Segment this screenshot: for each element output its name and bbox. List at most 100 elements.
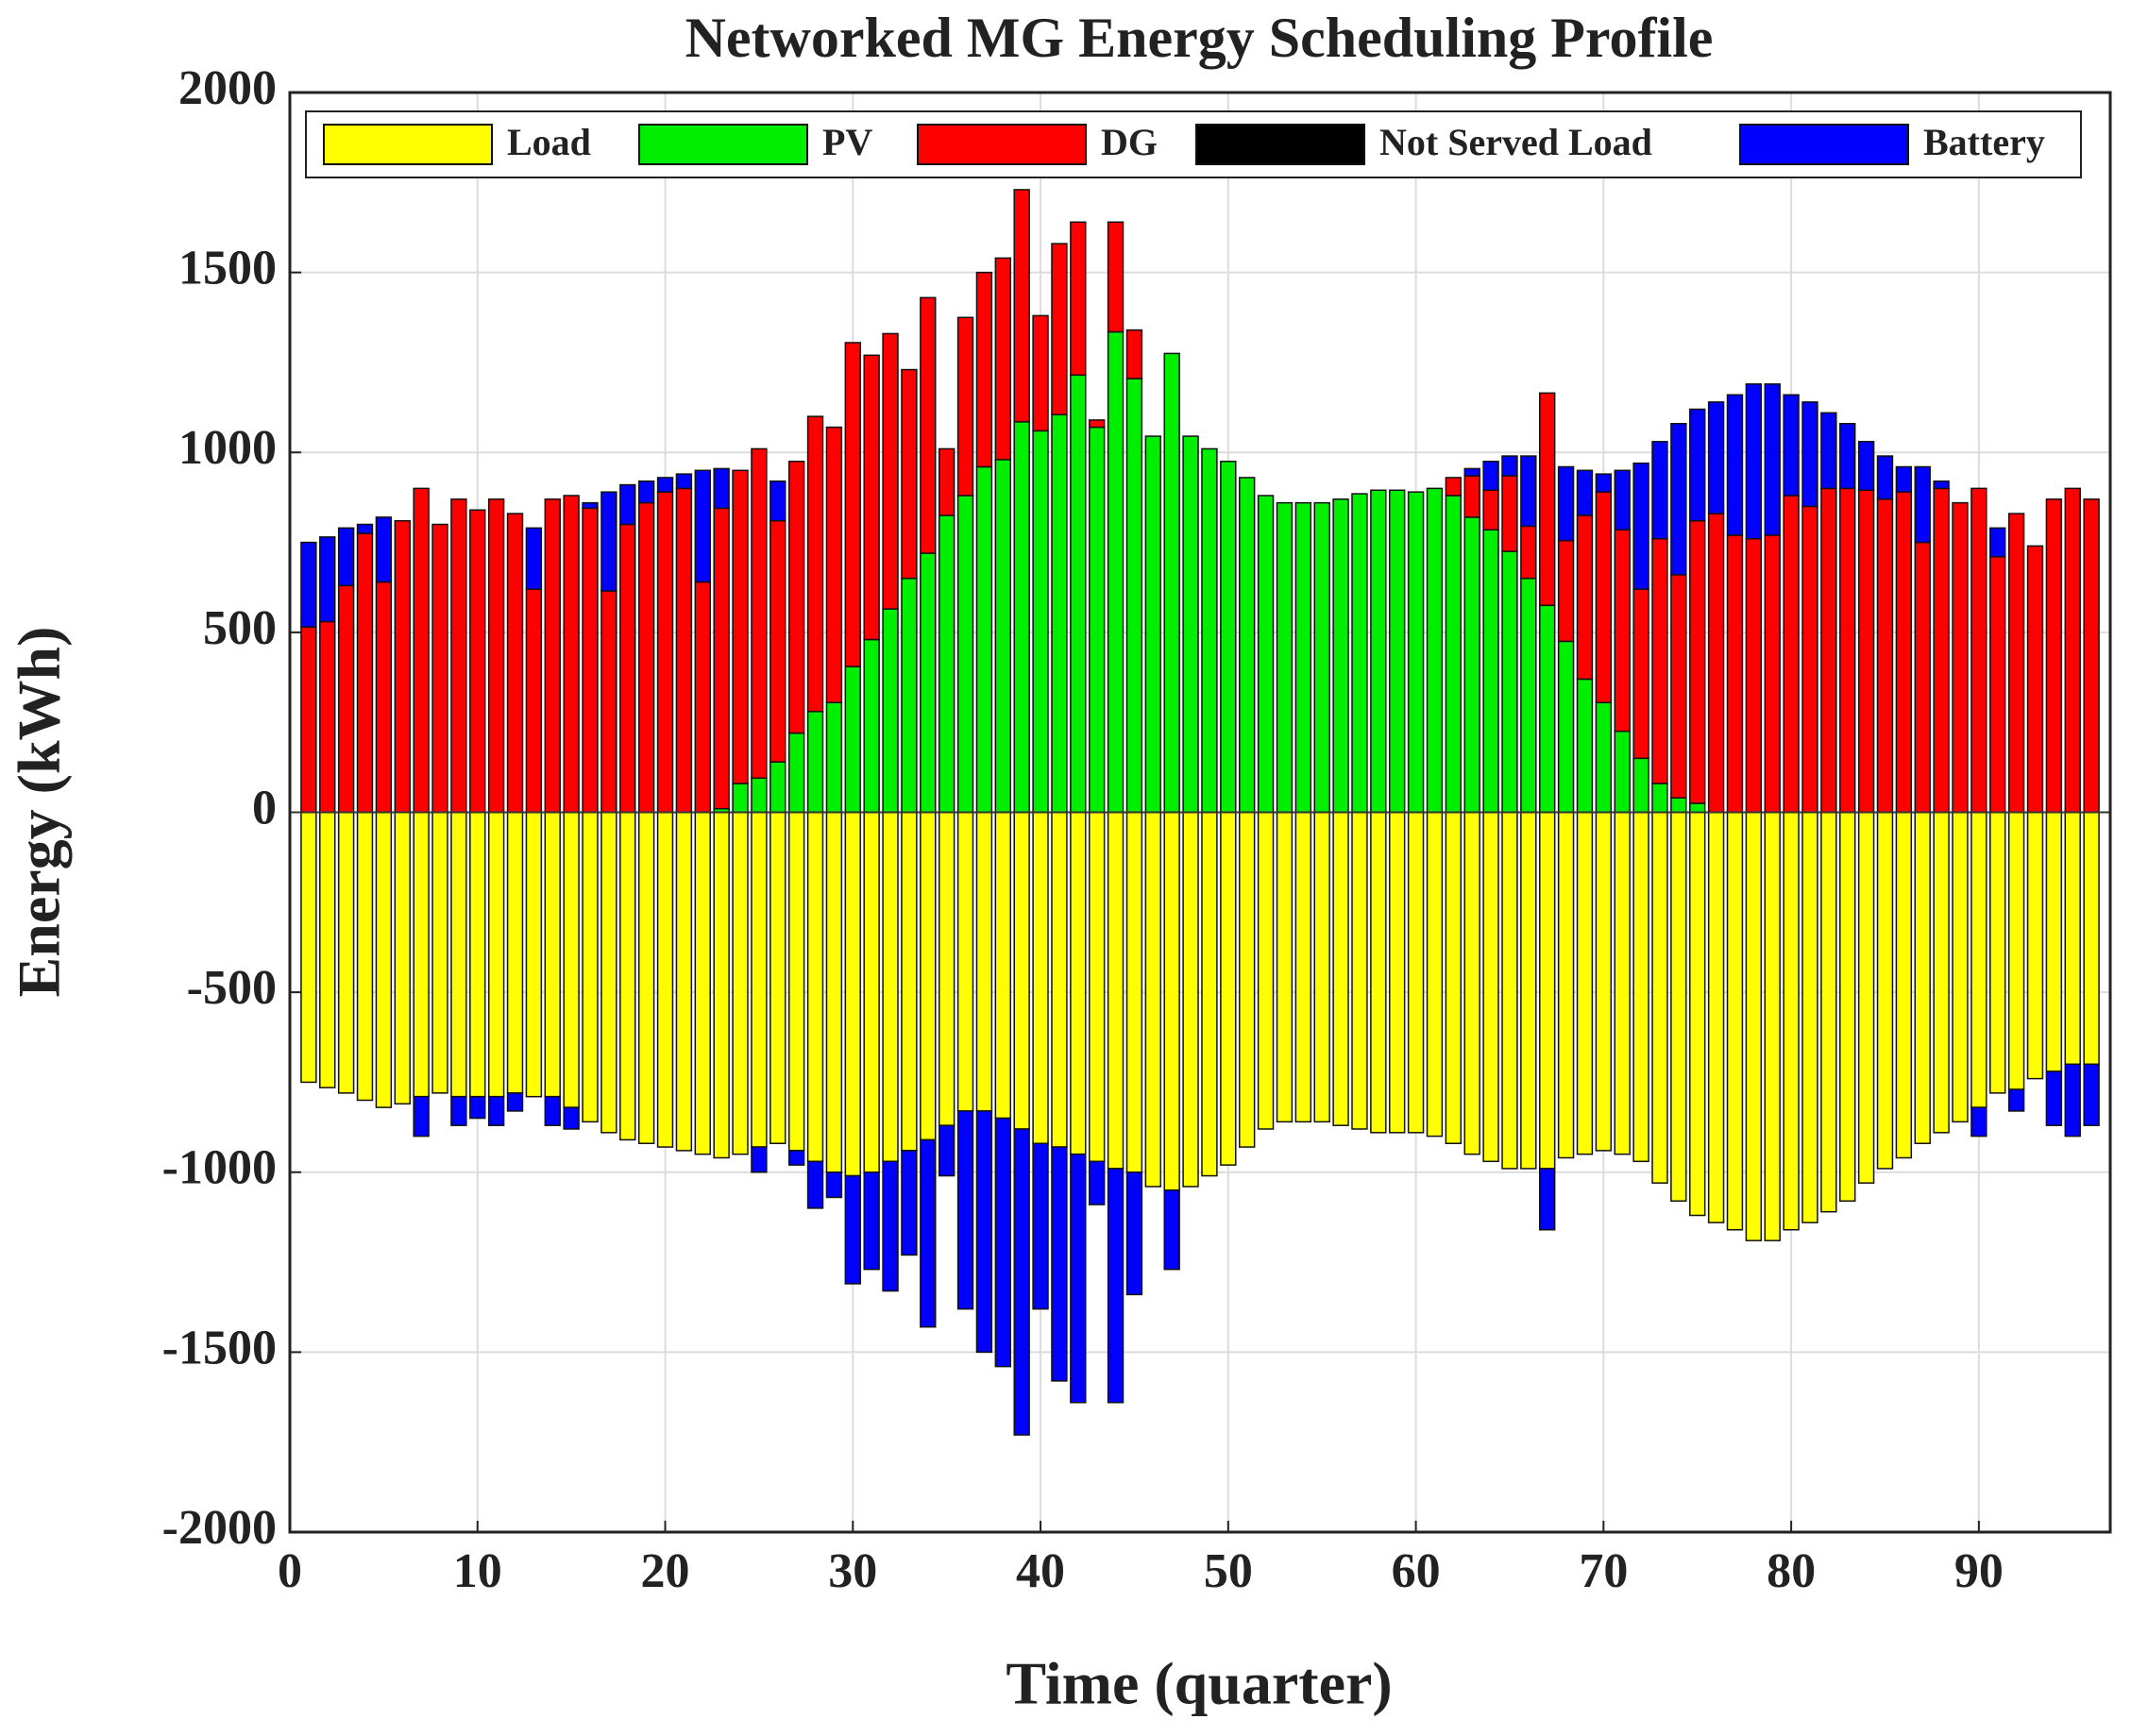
- bar-segment: [994, 1117, 1011, 1368]
- bar-segment: [1051, 243, 1068, 415]
- bar-segment: [1614, 811, 1631, 1155]
- bar-segment: [1539, 604, 1556, 814]
- bar-segment: [319, 536, 336, 623]
- bar-segment: [1670, 574, 1687, 799]
- y-tick-label: -1000: [162, 1141, 277, 1195]
- bar-segment: [1013, 421, 1030, 814]
- bar-segment: [694, 581, 711, 814]
- bar-segment: [1914, 811, 1931, 1144]
- bar-segment: [375, 581, 393, 814]
- bar-segment: [1595, 811, 1613, 1152]
- bar-segment: [413, 487, 430, 814]
- bar-segment: [1407, 811, 1425, 1134]
- bar-segment: [1389, 489, 1406, 814]
- bar-segment: [1952, 501, 1969, 814]
- bar-segment: [1220, 811, 1237, 1166]
- bar-segment: [863, 1171, 880, 1271]
- bar-segment: [751, 811, 768, 1148]
- bar-segment: [2083, 498, 2100, 814]
- bar-segment: [975, 271, 993, 468]
- x-tick-label: 0: [278, 1544, 302, 1598]
- bar-segment: [675, 473, 693, 490]
- bar-segment: [713, 811, 730, 1159]
- bar-segment: [1238, 811, 1256, 1148]
- bar-segment: [1163, 352, 1180, 814]
- bar-segment: [694, 811, 711, 1155]
- bar-segment: [1632, 588, 1649, 760]
- bar-segment: [544, 811, 561, 1098]
- bar-segment: [1576, 514, 1594, 681]
- bar-segment: [956, 495, 974, 814]
- y-tick-label: 1000: [178, 421, 277, 475]
- bar-segment: [975, 811, 993, 1112]
- bar-segment: [1163, 811, 1180, 1191]
- bar-segment: [300, 811, 317, 1084]
- bar-segment: [1576, 678, 1594, 814]
- bar-segment: [375, 811, 393, 1108]
- bar-segment: [1689, 802, 1706, 814]
- bar-segment: [713, 507, 730, 810]
- bar-segment: [2045, 498, 2063, 814]
- bar-segment: [300, 541, 317, 628]
- bar-segment: [1651, 441, 1668, 540]
- y-tick-label: 0: [252, 781, 277, 834]
- bar-segment: [1520, 811, 1537, 1170]
- bar-segment: [582, 507, 599, 814]
- bar-segment: [2007, 513, 2025, 814]
- bar-segment: [1051, 1146, 1068, 1382]
- bar-segment: [1013, 189, 1030, 423]
- bar-segment: [1426, 487, 1444, 814]
- bar-segment: [525, 527, 543, 590]
- bar-segment: [1032, 430, 1049, 814]
- legend-swatch: [323, 124, 493, 165]
- bar-segment: [1070, 811, 1087, 1155]
- bar-segment: [656, 811, 674, 1148]
- bar-segment: [1482, 461, 1499, 492]
- bar-segment: [319, 811, 336, 1088]
- bar-segment: [1351, 493, 1368, 814]
- bar-segment: [1463, 516, 1480, 814]
- bar-segment: [787, 1150, 805, 1166]
- legend-label: DG: [1101, 121, 1158, 163]
- bar-segment: [1839, 423, 1856, 490]
- bar-segment: [1539, 392, 1556, 607]
- bar-segment: [1389, 811, 1406, 1134]
- bar-segment: [1764, 811, 1781, 1241]
- bar-segment: [2007, 1088, 2025, 1112]
- bar-segment: [1557, 465, 1575, 542]
- bar-segment: [1220, 461, 1237, 814]
- y-tick-label: -1500: [162, 1321, 277, 1374]
- bar-segment: [882, 811, 899, 1163]
- bar-segment: [1689, 811, 1706, 1217]
- bar-segment: [431, 811, 448, 1094]
- bar-segment: [1783, 811, 1800, 1231]
- bar-segment: [619, 523, 636, 814]
- bar-segment: [2064, 1063, 2081, 1138]
- bar-segment: [1107, 811, 1125, 1170]
- bar-segment: [2064, 487, 2081, 814]
- bar-segment: [1820, 412, 1837, 490]
- bar-segment: [675, 487, 693, 814]
- bar-segment: [1970, 811, 1987, 1108]
- x-tick-label: 10: [453, 1544, 502, 1598]
- bar-segment: [1125, 378, 1143, 814]
- bar-segment: [1783, 394, 1800, 497]
- bar-segment: [675, 811, 693, 1152]
- bar-segment: [806, 811, 824, 1163]
- bar-segment: [487, 811, 505, 1098]
- bar-segment: [1332, 498, 1349, 814]
- bar-segment: [1426, 811, 1444, 1138]
- bar-segment: [2045, 1070, 2063, 1126]
- bar-segment: [1107, 221, 1125, 333]
- bar-segment: [1032, 1142, 1049, 1310]
- bar-segment: [1707, 811, 1725, 1223]
- bar-segment: [506, 1092, 524, 1112]
- bar-segment: [1614, 529, 1631, 733]
- bar-segment: [863, 354, 880, 641]
- bar-segment: [1914, 465, 1931, 544]
- bar-segment: [469, 1095, 486, 1120]
- bar-segment: [956, 1110, 974, 1310]
- bar-segment: [1726, 811, 1744, 1231]
- bar-segment: [2083, 811, 2100, 1066]
